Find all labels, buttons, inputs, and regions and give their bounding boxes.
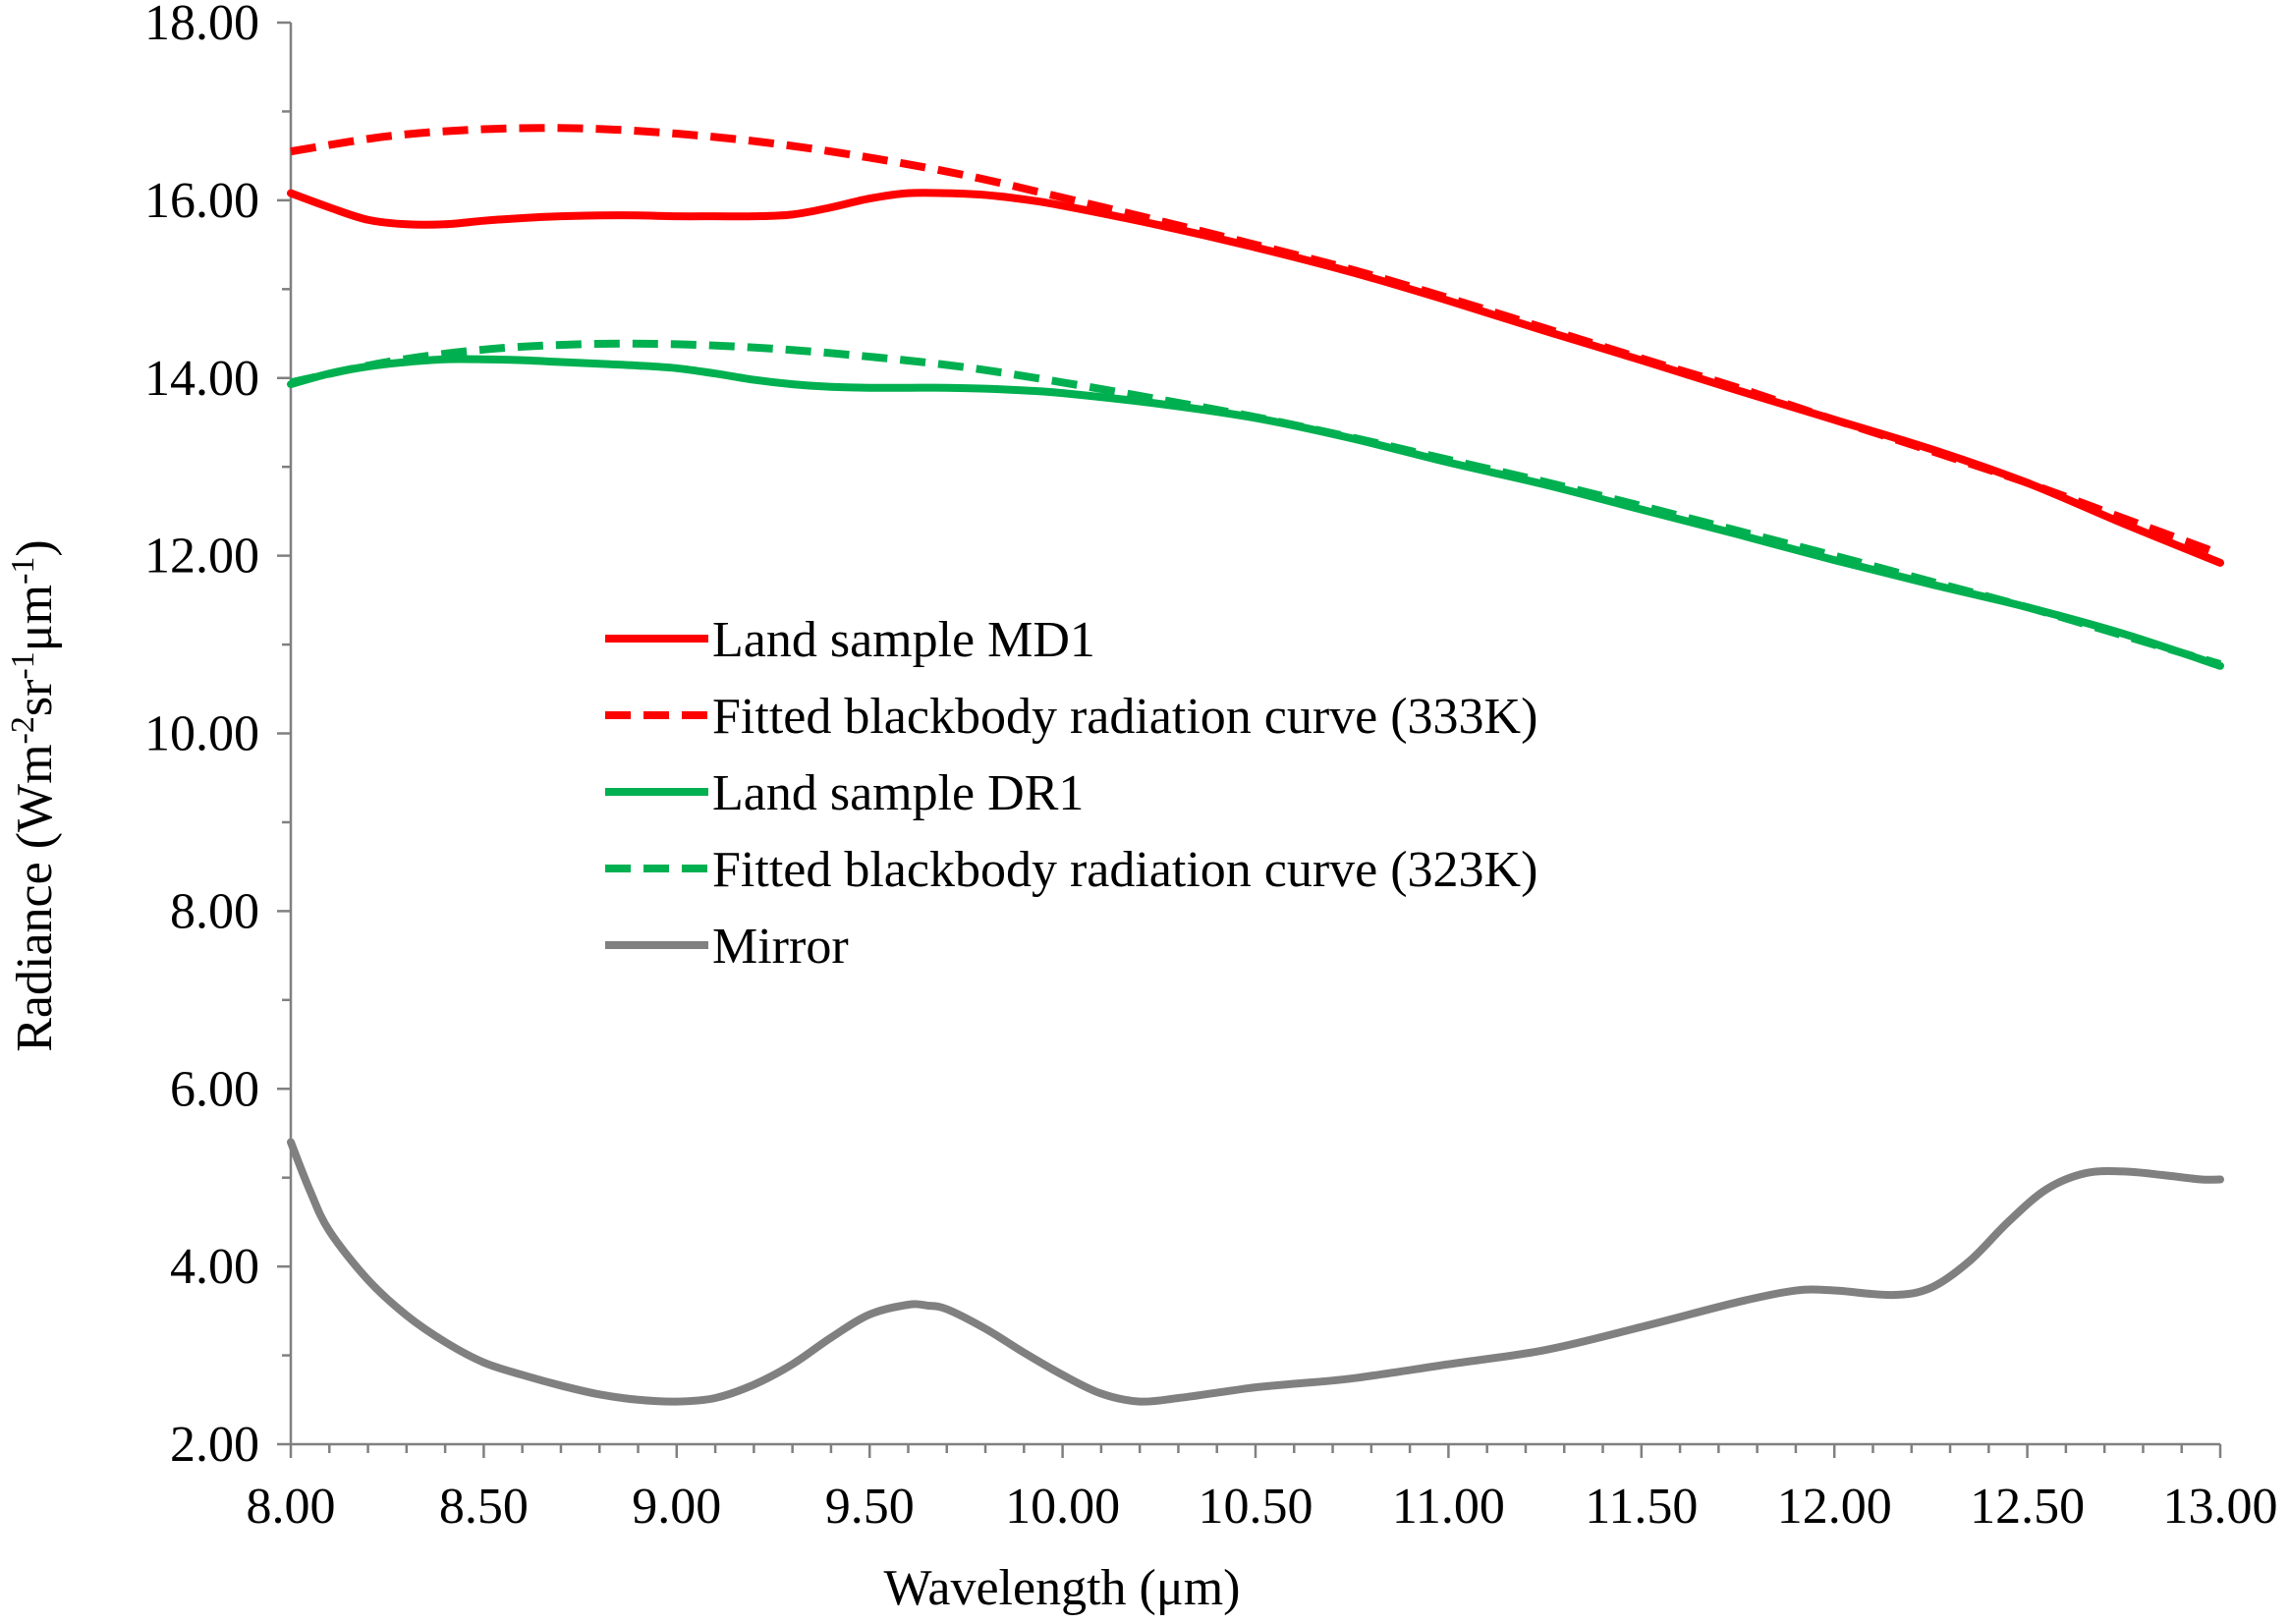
y-axis-title-suffix: ) bbox=[7, 539, 63, 556]
series-layer bbox=[287, 124, 2224, 1406]
y-tick-label: 4.00 bbox=[170, 1239, 259, 1295]
legend-label: Land sample MD1 bbox=[712, 612, 1095, 668]
x-tick-label: 10.00 bbox=[1005, 1479, 1120, 1535]
x-axis-title: Wavelength (μm) bbox=[883, 1560, 1240, 1616]
y-tick-label: 12.00 bbox=[144, 529, 259, 585]
x-ticks: 8.00 8.50 9.00 9.50 10.00 10.50 11.00 11.50 12.0… bbox=[247, 1444, 2278, 1535]
x-tick-label: 10.50 bbox=[1199, 1479, 1313, 1535]
x-tick-label: 9.50 bbox=[825, 1479, 915, 1535]
y-tick-label: 14.00 bbox=[144, 351, 259, 407]
y-tick-label: 8.00 bbox=[170, 883, 259, 939]
y-axis-title-sup3: -1 bbox=[5, 557, 41, 585]
y-axis-title: Radiance (Wm-2sr-1μm-1) bbox=[5, 539, 64, 1052]
x-tick-label: 8.50 bbox=[439, 1479, 529, 1535]
series-line-4 bbox=[290, 339, 2222, 668]
legend-label: Fitted blackbody radiation curve (333K) bbox=[712, 689, 1537, 745]
legend-label: Fitted blackbody radiation curve (323K) bbox=[712, 842, 1537, 898]
x-tick-label: 12.50 bbox=[1970, 1479, 2085, 1535]
series-line-5 bbox=[287, 1138, 2224, 1406]
y-ticks: 2.00 4.00 6.00 8.00 10.00 12.00 14.00 16.00 18.0… bbox=[144, 0, 291, 1473]
y-axis-title-mid1: sr bbox=[7, 680, 63, 717]
legend: Land sample MD1 Fitted blackbody radiatio… bbox=[605, 612, 1537, 975]
x-tick-label: 11.00 bbox=[1392, 1479, 1505, 1535]
y-tick-label: 18.00 bbox=[144, 0, 259, 51]
y-axis-title-prefix: Radiance (Wm bbox=[7, 744, 63, 1051]
series-line-3 bbox=[287, 355, 2224, 670]
x-tick-label: 11.50 bbox=[1585, 1479, 1698, 1535]
y-axis-title-sup1: -2 bbox=[5, 716, 41, 744]
y-tick-label: 2.00 bbox=[170, 1417, 259, 1473]
y-axis-title-sup2: -1 bbox=[5, 651, 41, 679]
legend-label: Mirror bbox=[712, 919, 849, 975]
x-tick-label: 13.00 bbox=[2163, 1479, 2278, 1535]
series-line-1 bbox=[287, 189, 2224, 567]
x-tick-label: 8.00 bbox=[247, 1479, 336, 1535]
y-tick-label: 16.00 bbox=[144, 173, 259, 229]
y-tick-label: 6.00 bbox=[170, 1061, 259, 1117]
y-axis-title-mid2: μm bbox=[7, 585, 63, 651]
x-tick-label: 12.00 bbox=[1777, 1479, 1892, 1535]
x-tick-label: 9.00 bbox=[632, 1479, 721, 1535]
y-tick-label: 10.00 bbox=[144, 706, 259, 762]
legend-label: Land sample DR1 bbox=[712, 765, 1084, 821]
